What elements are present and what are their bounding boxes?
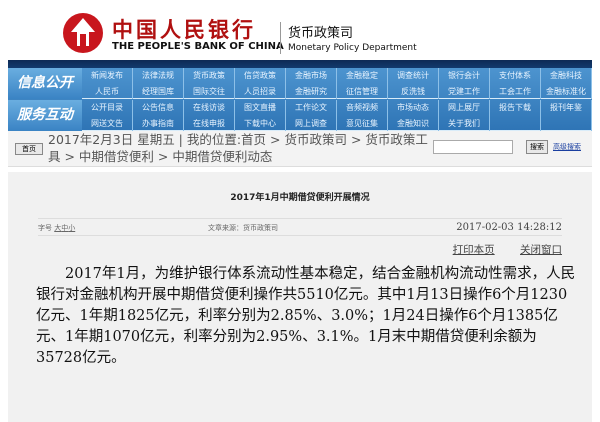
- nav-item[interactable]: 意见征集: [337, 115, 388, 131]
- home-button[interactable]: 首页: [15, 143, 43, 155]
- nav-item[interactable]: 支付体系: [490, 68, 541, 84]
- nav-item[interactable]: 工会工作: [490, 83, 541, 99]
- nav-item[interactable]: 办事指南: [133, 115, 184, 131]
- nav-item[interactable]: 公告信息: [133, 100, 184, 116]
- nav-item[interactable]: 国际交往: [184, 83, 235, 99]
- nav-grid: 公开目录 公告信息 在线访谈 图文直播 工作论文 音频视频 市场动态 网上展厅 报告下载 报刊年鉴…: [82, 100, 592, 131]
- nav-item: [541, 115, 592, 131]
- bank-name-cn: 中国人民银行: [112, 17, 256, 42]
- nav-item[interactable]: 金融标准化: [541, 83, 592, 99]
- dept-name-en: Monetary Policy Department: [288, 43, 417, 53]
- breadcrumb: 2017年2月3日 星期五 | 我的位置:首页 > 货币政策司 > 货币政策工具…: [48, 132, 428, 164]
- advanced-search-link[interactable]: 高级搜索: [553, 143, 581, 151]
- pboc-logo-icon: [63, 13, 103, 53]
- article: 2017年1月中期借贷便利开展情况 字号 大中小 文章来源：货币政策司 2017…: [8, 172, 592, 422]
- nav-item[interactable]: 党建工作: [439, 83, 490, 99]
- breadcrumb-bar: 首页 2017年2月3日 星期五 | 我的位置:首页 > 货币政策司 > 货币政…: [8, 131, 592, 167]
- nav-item[interactable]: 在线申报: [184, 115, 235, 131]
- nav-item[interactable]: 网上展厅: [439, 100, 490, 116]
- nav-item[interactable]: 征信管理: [337, 83, 388, 99]
- site-header: 中国人民银行 THE PEOPLE'S BANK OF CHINA 货币政策司 …: [0, 0, 600, 64]
- nav-item[interactable]: 网送文告: [82, 115, 133, 131]
- nav-item[interactable]: 金融市场: [286, 68, 337, 84]
- nav-item[interactable]: 网上调查: [286, 115, 337, 131]
- bank-name-en: THE PEOPLE'S BANK OF CHINA: [112, 41, 284, 52]
- nav-item[interactable]: 信贷政策: [235, 68, 286, 84]
- nav-item[interactable]: 报刊年鉴: [541, 100, 592, 116]
- nav-section: 信息公开 新闻发布 法律法规 货币政策 信贷政策 金融市场 金融稳定 调查统计 银行会计 支付体系…: [8, 68, 592, 99]
- nav-item[interactable]: 金融知识: [388, 115, 439, 131]
- nav-item[interactable]: 反洗钱: [388, 83, 439, 99]
- article-date: 2017-02-03 14:28:12: [456, 222, 562, 233]
- nav-item[interactable]: 新闻发布: [82, 68, 133, 84]
- nav-item[interactable]: 关于我们: [439, 115, 490, 131]
- nav-item[interactable]: 法律法规: [133, 68, 184, 84]
- nav-item[interactable]: 报告下载: [490, 100, 541, 116]
- nav-section-title[interactable]: 信息公开: [8, 68, 82, 99]
- top-bar: [8, 60, 592, 68]
- nav-section: 服务互动 公开目录 公告信息 在线访谈 图文直播 工作论文 音频视频 市场动态 网上展厅 报告下载…: [8, 100, 592, 131]
- search-button[interactable]: 搜索: [526, 140, 548, 154]
- article-source: 文章来源：货币政策司: [208, 224, 278, 232]
- font-large[interactable]: 大: [54, 224, 62, 232]
- nav-item[interactable]: 银行会计: [439, 68, 490, 84]
- article-actions: 打印本页 关闭窗口: [431, 242, 562, 257]
- search-input[interactable]: [433, 140, 513, 154]
- nav-item[interactable]: 音频视频: [337, 100, 388, 116]
- nav-section-title[interactable]: 服务互动: [8, 100, 82, 131]
- article-meta: 字号 大中小 文章来源：货币政策司 2017-02-03 14:28:12: [38, 218, 562, 236]
- nav-item[interactable]: 人员招录: [235, 83, 286, 99]
- nav-item[interactable]: 经理国库: [133, 83, 184, 99]
- nav-item[interactable]: 调查统计: [388, 68, 439, 84]
- nav-item[interactable]: 金融研究: [286, 83, 337, 99]
- nav-item[interactable]: 金融稳定: [337, 68, 388, 84]
- nav-item[interactable]: 货币政策: [184, 68, 235, 84]
- nav-item[interactable]: 下载中心: [235, 115, 286, 131]
- article-body: 2017年1月，为维护银行体系流动性基本稳定，结合金融机构流动性需求，人民银行对…: [36, 266, 576, 366]
- nav-item[interactable]: 金融科技: [541, 68, 592, 84]
- nav-grid: 新闻发布 法律法规 货币政策 信贷政策 金融市场 金融稳定 调查统计 银行会计 支付体系 金融科技…: [82, 68, 592, 99]
- nav-item[interactable]: 在线访谈: [184, 100, 235, 116]
- font-medium[interactable]: 中: [61, 224, 69, 232]
- close-window-link[interactable]: 关闭窗口: [520, 244, 562, 256]
- font-small[interactable]: 小: [68, 224, 76, 232]
- dept-name-cn: 货币政策司: [288, 26, 354, 41]
- print-link[interactable]: 打印本页: [452, 244, 495, 256]
- nav-item[interactable]: 市场动态: [388, 100, 439, 116]
- article-title: 2017年1月中期借贷便利开展情况: [230, 193, 370, 203]
- nav-item[interactable]: 人民币: [82, 83, 133, 99]
- nav-item[interactable]: 工作论文: [286, 100, 337, 116]
- nav-item: [490, 115, 541, 131]
- main-nav: 信息公开 新闻发布 法律法规 货币政策 信贷政策 金融市场 金融稳定 调查统计 银行会计 支付体系…: [8, 68, 592, 131]
- font-size-label: 字号: [38, 224, 52, 232]
- header-divider: [280, 22, 281, 54]
- nav-item[interactable]: 图文直播: [235, 100, 286, 116]
- nav-item[interactable]: 公开目录: [82, 100, 133, 116]
